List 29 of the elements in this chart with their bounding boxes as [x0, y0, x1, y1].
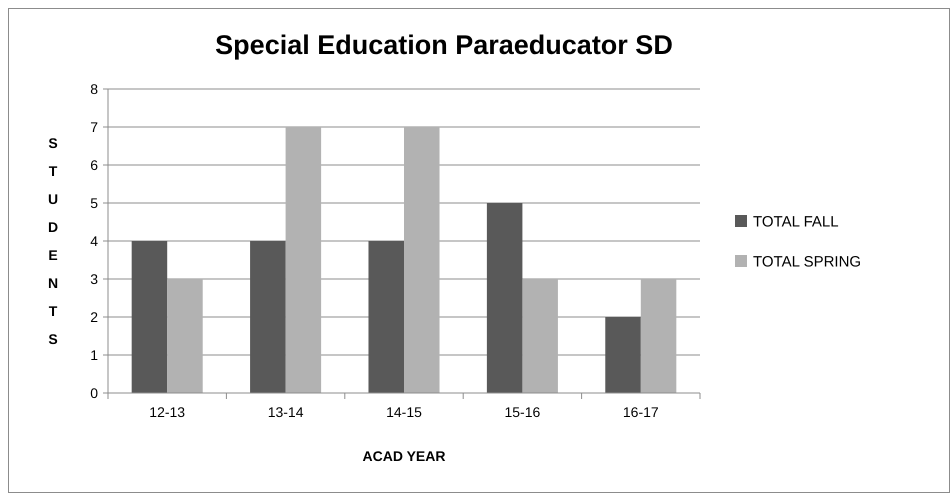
y-axis-title: STUDENTS	[48, 134, 58, 347]
bar	[132, 241, 168, 393]
legend-label: TOTAL SPRING	[753, 253, 862, 270]
y-tick-label: 1	[90, 346, 98, 363]
y-tick-label: 3	[90, 270, 98, 287]
bar	[167, 279, 203, 393]
y-tick-label: 2	[90, 308, 98, 325]
bar	[250, 241, 286, 393]
bar	[640, 279, 676, 393]
x-tick-label: 16-17	[622, 404, 659, 420]
y-tick-label: 5	[90, 194, 98, 211]
x-axis-title: ACAD YEAR	[362, 448, 446, 464]
bar	[605, 317, 641, 393]
chart-title: Special Education Paraeducator SD	[215, 30, 673, 60]
bar	[404, 127, 440, 393]
x-tick-label: 12-13	[149, 404, 186, 420]
y-tick-label: 0	[90, 384, 98, 401]
bar	[286, 127, 322, 393]
bar	[368, 241, 404, 393]
x-tick-label: 14-15	[386, 404, 422, 420]
bar	[486, 203, 522, 393]
x-tick-label: 15-16	[504, 404, 541, 420]
y-tick-label: 6	[90, 156, 98, 173]
y-tick-label: 7	[90, 118, 98, 135]
x-tick-label: 13-14	[268, 404, 304, 420]
y-tick-label: 8	[90, 80, 98, 97]
y-tick-label: 4	[90, 232, 98, 249]
bar	[522, 279, 558, 393]
legend-label: TOTAL FALL	[753, 213, 839, 230]
